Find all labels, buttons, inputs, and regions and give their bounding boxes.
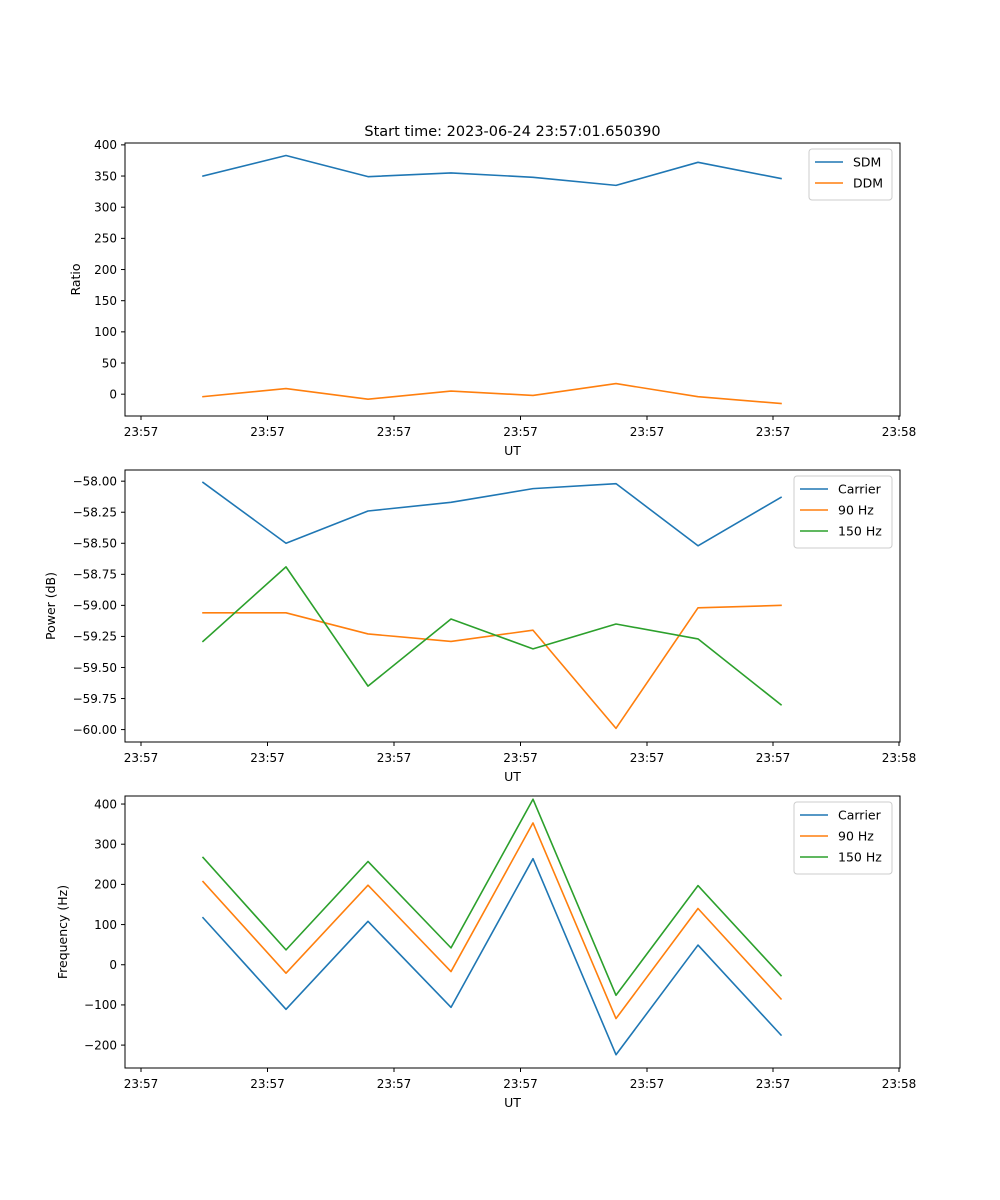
series-line-carrier xyxy=(201,857,783,1056)
x-tick-label: 23:58 xyxy=(882,751,917,765)
y-tick-label: 0 xyxy=(109,958,117,972)
y-tick-label: 150 xyxy=(94,294,117,308)
legend-entry: DDM xyxy=(853,176,883,191)
legend-entry: 90 Hz xyxy=(838,829,874,844)
x-tick-label: 23:57 xyxy=(124,751,159,765)
subplot-1: Start time: 2023-06-24 23:57:01.650390 23… xyxy=(68,124,916,458)
y-tick-label: −59.00 xyxy=(73,599,117,613)
y-tick-label: 50 xyxy=(102,356,117,370)
x-tick-label: 23:57 xyxy=(630,425,665,439)
x-tick-label: 23:57 xyxy=(377,751,412,765)
y-axis-label: Frequency (Hz) xyxy=(55,885,70,979)
series-line-sdm xyxy=(202,154,782,187)
legend-box xyxy=(793,475,893,549)
series-line-150-hz xyxy=(201,566,783,706)
y-tick-label: 0 xyxy=(109,387,117,401)
x-tick-label: 23:57 xyxy=(377,1077,412,1091)
x-tick-label: 23:57 xyxy=(756,751,791,765)
legend: Carrier 90 Hz 150 Hz xyxy=(793,801,893,875)
legend-box xyxy=(793,801,893,875)
y-tick-label: 100 xyxy=(94,325,117,339)
x-tick-label: 23:57 xyxy=(630,751,665,765)
x-tick-label: 23:57 xyxy=(377,425,412,439)
legend-entry: 150 Hz xyxy=(838,524,882,539)
y-axis-label: Ratio xyxy=(68,263,83,295)
legend-entry: SDM xyxy=(853,155,881,170)
x-tick-label: 23:57 xyxy=(630,1077,665,1091)
y-tick-label: 400 xyxy=(94,138,117,152)
series-line-90-hz xyxy=(202,604,782,730)
y-axis-label: Power (dB) xyxy=(43,572,58,640)
legend-entry: Carrier xyxy=(838,808,882,823)
y-tick-label: 100 xyxy=(94,918,117,932)
x-tick-label: 23:57 xyxy=(124,425,159,439)
y-tick-label: −58.25 xyxy=(73,506,117,520)
legend-entry: Carrier xyxy=(838,482,882,497)
x-tick-label: 23:57 xyxy=(124,1077,159,1091)
axes-frame xyxy=(124,795,901,1069)
y-tick-label: 300 xyxy=(94,200,117,214)
x-tick-label: 23:57 xyxy=(250,751,285,765)
legend-entry: 150 Hz xyxy=(838,850,882,865)
series-line-150-hz xyxy=(201,798,783,997)
series-line-ddm xyxy=(202,382,782,405)
x-tick-label: 23:57 xyxy=(756,425,791,439)
series-line-carrier xyxy=(201,481,783,547)
axes-frame xyxy=(124,142,901,417)
subplot-2: 23:57 23:57 23:57 23:57 23:57 23:57 23:58 −60.0… xyxy=(43,469,917,784)
axes-frame xyxy=(124,469,901,743)
y-tick-label: 200 xyxy=(94,878,117,892)
series-line-90-hz xyxy=(201,822,783,1020)
y-tick-label: −59.75 xyxy=(73,692,117,706)
y-tick-label: −59.25 xyxy=(73,630,117,644)
x-tick-label: 23:57 xyxy=(756,1077,791,1091)
y-tick-label: −100 xyxy=(84,998,117,1012)
y-tick-label: −58.50 xyxy=(73,537,117,551)
y-tick-label: 400 xyxy=(94,797,117,811)
y-tick-label: −59.50 xyxy=(73,661,117,675)
x-axis-label: UT xyxy=(504,443,521,458)
y-tick-label: −58.00 xyxy=(73,474,117,488)
y-tick-label: −60.00 xyxy=(73,723,117,737)
y-tick-label: −200 xyxy=(84,1038,117,1052)
x-tick-label: 23:57 xyxy=(503,425,538,439)
legend-entry: 90 Hz xyxy=(838,503,874,518)
x-tick-label: 23:57 xyxy=(503,1077,538,1091)
x-tick-label: 23:57 xyxy=(250,425,285,439)
y-tick-label: −58.75 xyxy=(73,568,117,582)
x-tick-label: 23:58 xyxy=(882,1077,917,1091)
y-tick-label: 350 xyxy=(94,169,117,183)
x-axis-label: UT xyxy=(504,769,521,784)
legend: SDM DDM xyxy=(808,148,893,201)
y-tick-label: 250 xyxy=(94,232,117,246)
x-tick-label: 23:58 xyxy=(882,425,917,439)
y-tick-label: 200 xyxy=(94,263,117,277)
x-axis-label: UT xyxy=(504,1095,521,1110)
chart-title: Start time: 2023-06-24 23:57:01.650390 xyxy=(364,124,660,140)
legend: Carrier 90 Hz 150 Hz xyxy=(793,475,893,549)
x-tick-label: 23:57 xyxy=(503,751,538,765)
subplot-3: 23:57 23:57 23:57 23:57 23:57 23:57 23:58 −200 −… xyxy=(55,795,917,1110)
y-tick-label: 300 xyxy=(94,838,117,852)
x-tick-label: 23:57 xyxy=(250,1077,285,1091)
